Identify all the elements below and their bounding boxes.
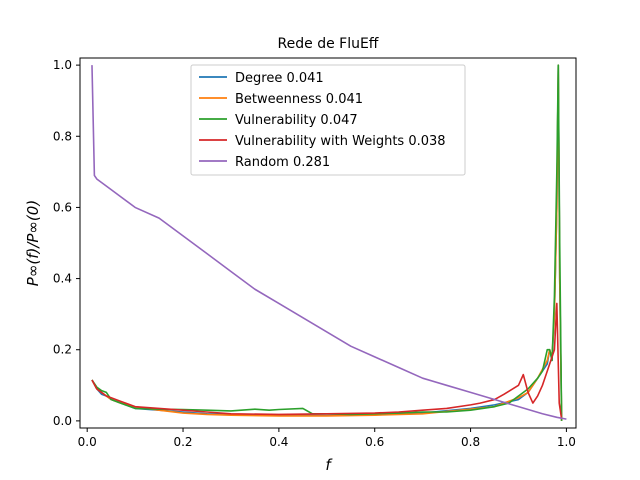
legend-entry-4: Random 0.281 <box>235 155 330 170</box>
legend-entry-2: Vulnerability 0.047 <box>235 113 358 128</box>
y-axis-label: P∞(f)/P∞(0) <box>24 200 42 286</box>
series-line-3 <box>91 302 563 420</box>
x-tick-label: 0.0 <box>78 435 97 449</box>
legend: Degree 0.041 Betweenness 0.041 Vulnerabili… <box>190 64 466 176</box>
x-tick-label: 0.4 <box>269 435 288 449</box>
axes-frame <box>79 57 577 429</box>
y-tick-label: 0.2 <box>53 343 72 357</box>
plot-area <box>91 64 567 421</box>
x-axis-label: f <box>325 456 333 474</box>
series-line-4 <box>91 65 567 420</box>
y-tick-label: 0.0 <box>53 414 72 428</box>
y-tick-label: 0.8 <box>53 129 72 143</box>
legend-entry-0: Degree 0.041 <box>235 71 324 86</box>
y-tick-label: 0.4 <box>53 272 72 286</box>
chart-title: Rede de FluEff <box>278 36 379 52</box>
legend-box <box>190 64 466 176</box>
x-tick-label: 1.0 <box>557 435 576 449</box>
x-tick-label: 0.6 <box>365 435 384 449</box>
y-tick-label: 0.6 <box>53 200 72 214</box>
y-axis: 0.0 0.2 0.4 0.6 0.8 1.0 <box>53 58 80 428</box>
x-tick-label: 0.8 <box>461 435 480 449</box>
legend-entry-1: Betweenness 0.041 <box>235 92 363 107</box>
x-axis: 0.0 0.2 0.4 0.6 0.8 1.0 <box>78 428 576 449</box>
x-tick-label: 0.2 <box>173 435 192 449</box>
y-tick-label: 1.0 <box>53 58 72 72</box>
legend-entry-3: Vulnerability with Weights 0.038 <box>235 134 446 149</box>
